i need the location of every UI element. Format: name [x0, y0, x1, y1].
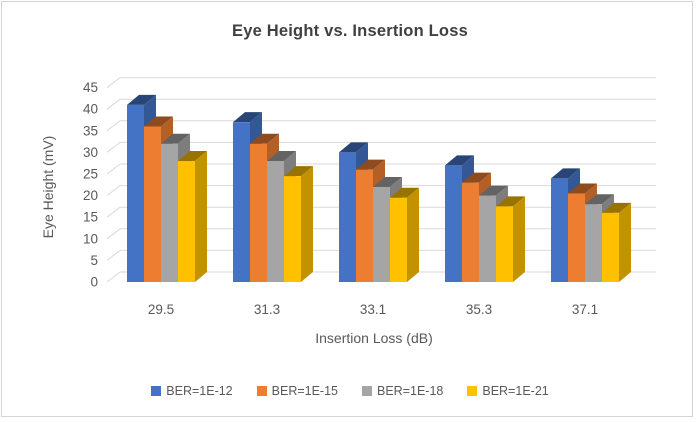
gridline-connector [106, 163, 121, 175]
bar-front-face [390, 197, 407, 282]
legend-label: BER=1E-21 [482, 384, 549, 398]
bar-front-face [250, 143, 267, 282]
bar-side-face [513, 196, 525, 282]
y-tick-label: 40 [83, 102, 98, 117]
bar-top-face [462, 172, 491, 183]
bar-front-face [178, 161, 195, 282]
legend-swatch-icon [467, 386, 478, 396]
legend-item: BER=1E-21 [467, 384, 549, 398]
bar-front-face [445, 165, 462, 282]
chart-border [1, 1, 693, 417]
bar-BER=1E-21-33.1 [390, 187, 419, 282]
bar-front-face [602, 212, 619, 282]
bar-front-face [585, 204, 602, 282]
bar-front-face [161, 143, 178, 282]
bar-top-face [284, 166, 313, 177]
gridline-connector [106, 98, 121, 110]
y-tick-label: 5 [90, 253, 98, 268]
y-tick-label: 20 [83, 188, 98, 203]
bar-top-face [496, 196, 525, 207]
chart-title: Eye Height vs. Insertion Loss [232, 22, 468, 40]
y-tick-label: 0 [90, 275, 98, 290]
bar-top-face [267, 151, 296, 162]
bar-side-face [195, 151, 207, 282]
bar-top-face [178, 151, 207, 162]
legend-item: BER=1E-18 [362, 384, 443, 398]
bar-top-face [602, 202, 631, 213]
bar-front-face [479, 195, 496, 282]
y-tick-label: 45 [83, 80, 98, 95]
gridline-connector [106, 142, 121, 153]
bar-BER=1E-21-35.3 [496, 196, 525, 282]
bar-top-face [233, 112, 262, 123]
bar-top-face [445, 155, 474, 166]
bar-front-face [127, 104, 144, 282]
legend-swatch-icon [362, 386, 372, 396]
y-tick-label: 10 [83, 231, 98, 246]
bar-front-face [233, 122, 250, 282]
bar-top-face [390, 187, 419, 198]
gridline-connector [106, 206, 121, 218]
gridline-connector [106, 250, 121, 261]
bar-BER=1E-21-31.3 [284, 166, 313, 282]
bar-top-face [339, 142, 368, 153]
legend-item: BER=1E-15 [256, 384, 338, 398]
bar-top-face [479, 185, 508, 196]
bar-front-face [267, 161, 284, 282]
bar-front-face [356, 169, 373, 282]
gridline-connector [106, 228, 121, 240]
bar-front-face [284, 176, 301, 282]
legend-label: BER=1E-15 [271, 384, 338, 398]
bar-BER=1E-21-29.5 [178, 151, 207, 282]
bar-top-face [127, 94, 156, 105]
bar-side-face [407, 187, 419, 282]
bar-front-face [568, 193, 585, 282]
x-axis-title: Insertion Loss (dB) [315, 330, 433, 346]
gridline-connector [106, 120, 121, 132]
bar-front-face [339, 152, 356, 282]
bar-front-face [373, 186, 390, 282]
legend-label: BER=1E-12 [166, 384, 233, 398]
bar-front-face [551, 178, 568, 282]
x-category-label: 29.5 [148, 302, 174, 317]
x-category-label: 37.1 [572, 302, 598, 317]
y-tick-label: 25 [83, 167, 98, 182]
bar-BER=1E-21-37.1 [602, 202, 631, 282]
x-category-label: 35.3 [466, 302, 492, 317]
bar-top-face [161, 133, 190, 144]
bar-side-face [301, 166, 313, 282]
bar-front-face [496, 206, 513, 282]
legend-swatch-icon [151, 386, 162, 396]
gridline-connector [106, 77, 121, 88]
y-axis-title: Eye Height (mV) [40, 136, 56, 239]
y-tick-label: 35 [83, 123, 98, 138]
gridline-connector [106, 185, 121, 196]
legend: BER=1E-12 BER=1E-15 BER=1E-18 BER=1E-21 [0, 384, 700, 398]
legend-swatch-icon [256, 386, 267, 396]
bar-top-face [250, 133, 279, 144]
bar-top-face [568, 183, 597, 194]
bar-top-face [373, 176, 402, 187]
bar-top-face [144, 116, 173, 127]
x-category-label: 33.1 [360, 302, 386, 317]
y-tick-label: 15 [83, 210, 98, 225]
legend-label: BER=1E-18 [377, 384, 444, 398]
bar-side-face [619, 202, 631, 282]
x-category-label: 31.3 [254, 302, 280, 317]
bar-front-face [462, 182, 479, 282]
axis-tick-labels: 0 5 10 15 20 25 30 35 40 45 29.5 31.3 33.1 35.3 37.1 [83, 80, 598, 317]
bar-top-face [551, 168, 580, 179]
bars [127, 94, 631, 282]
bar-top-face [356, 159, 385, 170]
bar-front-face [144, 126, 161, 282]
gridline-connector [106, 271, 121, 283]
legend-item: BER=1E-12 [151, 384, 233, 398]
y-tick-label: 30 [83, 145, 98, 160]
bar-top-face [585, 194, 614, 205]
